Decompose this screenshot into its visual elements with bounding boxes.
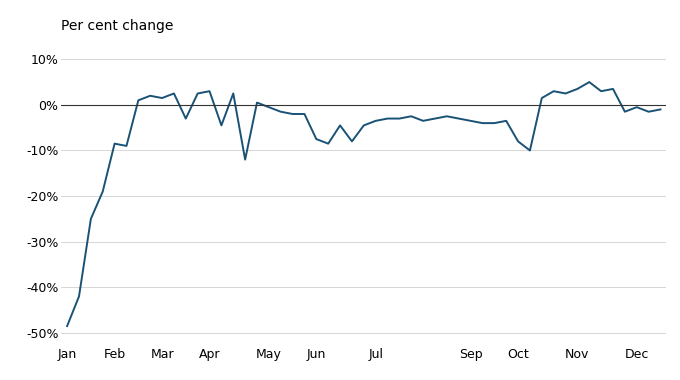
Text: Per cent change: Per cent change <box>61 19 173 33</box>
